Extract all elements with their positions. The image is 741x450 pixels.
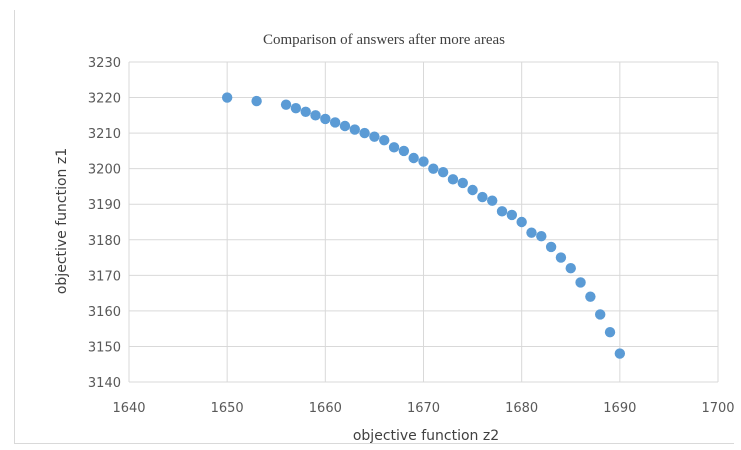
y-tick-label: 3230 (88, 56, 121, 71)
data-point (516, 216, 527, 228)
x-tick-label: 1670 (407, 401, 440, 416)
y-tick-label: 3220 (88, 92, 121, 107)
x-axis-label: objective function z2 (353, 428, 499, 444)
data-point (320, 113, 331, 125)
data-point (408, 152, 419, 164)
data-point (477, 191, 488, 203)
y-axis-label: objective function z1 (54, 148, 70, 294)
data-point (545, 241, 557, 253)
data-point (457, 177, 468, 189)
data-point (339, 120, 351, 132)
data-point (418, 156, 429, 167)
x-tick-label: 1700 (701, 401, 734, 416)
x-tick-labels: 1640 1650 1660 1670 1680 1690 1700 (112, 401, 734, 416)
data-point (585, 291, 596, 302)
y-tick-label: 3190 (88, 198, 121, 213)
data-point (349, 124, 360, 135)
x-tick-label: 1640 (112, 401, 145, 416)
y-tick-label: 3160 (88, 305, 121, 320)
data-point (506, 209, 518, 221)
data-point (526, 227, 537, 238)
data-point (555, 252, 567, 263)
data-point (604, 327, 616, 338)
data-point (496, 206, 508, 217)
data-point (251, 95, 262, 107)
y-tick-label: 3210 (88, 127, 121, 142)
data-point (290, 103, 302, 114)
data-point (614, 348, 626, 359)
data-point (388, 142, 400, 153)
data-point (467, 184, 478, 196)
x-tick-label: 1650 (211, 401, 244, 416)
data-points (221, 92, 626, 359)
chart-title: Comparison of answers after more areas (263, 32, 505, 48)
y-tick-label: 3170 (88, 269, 121, 284)
data-point (487, 195, 498, 206)
chart-frame (14, 10, 734, 444)
data-point (575, 277, 586, 288)
data-point (398, 145, 410, 157)
y-tick-label: 3140 (88, 376, 121, 391)
y-tick-label: 3200 (88, 163, 121, 178)
gridlines (128, 61, 719, 383)
data-point (565, 263, 576, 274)
x-tick-label: 1680 (505, 401, 538, 416)
data-point (595, 309, 606, 320)
data-point (359, 127, 370, 139)
data-point (437, 167, 449, 178)
data-point (310, 110, 321, 121)
data-point (300, 106, 311, 117)
data-point (447, 174, 459, 185)
data-point (369, 131, 380, 142)
data-point (536, 231, 547, 242)
data-point (221, 92, 233, 103)
x-tick-label: 1660 (309, 401, 342, 416)
data-point (428, 163, 439, 174)
y-tick-labels: 3140 3150 3160 3170 3180 3190 3200 3210 3220 3230 (88, 56, 121, 391)
data-point (280, 99, 292, 110)
data-point (379, 135, 390, 146)
data-point (329, 117, 341, 128)
y-tick-label: 3180 (88, 234, 121, 249)
x-tick-label: 1690 (603, 401, 636, 416)
y-tick-label: 3150 (88, 340, 121, 355)
